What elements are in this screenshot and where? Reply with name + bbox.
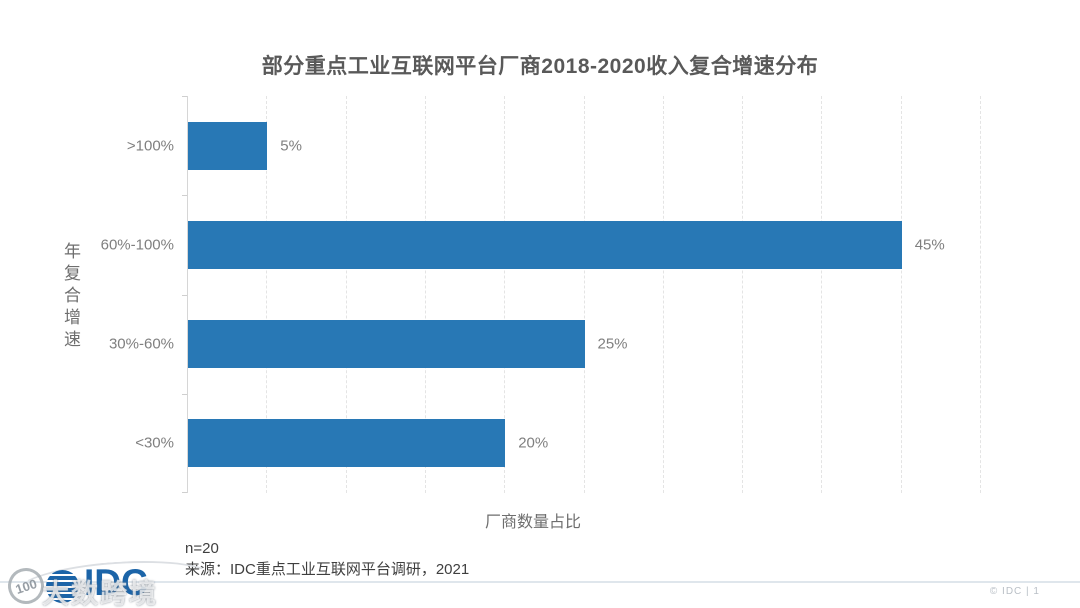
- category-label: <30%: [135, 434, 174, 452]
- bar: [188, 121, 268, 170]
- footer-divider: [0, 581, 1080, 583]
- value-label: 45%: [914, 236, 945, 254]
- x-axis-title: 厂商数量占比: [484, 514, 582, 531]
- bar: [188, 419, 506, 468]
- axis-tick: [182, 195, 187, 197]
- idc-logo-text: IDC: [84, 562, 148, 603]
- gridline: [662, 96, 664, 493]
- axis-tick: [182, 96, 187, 97]
- category-label: 30%-60%: [108, 335, 174, 353]
- gridline: [980, 96, 981, 493]
- bar-row: 60%-100% 45%: [101, 195, 980, 294]
- gridline: [821, 96, 823, 493]
- gridline: [504, 96, 506, 493]
- category-label: 60%-100%: [100, 236, 174, 254]
- gridline: [266, 96, 268, 493]
- copyright-page-number: © IDC | 1: [989, 586, 1040, 597]
- bar-row: 30%-60% 25%: [109, 295, 980, 394]
- bar: [188, 320, 585, 369]
- source-note: 来源：IDC重点工业互联网平台调研，2021: [185, 561, 470, 578]
- y-axis-title: 年复合增速: [61, 242, 80, 352]
- axis-tick: [182, 492, 187, 493]
- gridline: [345, 96, 347, 493]
- bar-row: <30% 20%: [135, 394, 980, 493]
- gridline: [900, 96, 902, 493]
- value-label: 25%: [597, 335, 628, 353]
- chart-title: 部分重点工业互联网平台厂商2018-2020收入复合增速分布: [261, 55, 819, 78]
- watermark-text: 大数跨境: [42, 579, 158, 608]
- idc-globe-icon: [46, 570, 79, 603]
- idc-logo: 100 IDC 大数跨境: [0, 555, 240, 608]
- bar-row: >100% 5%: [127, 96, 980, 195]
- bar: [188, 220, 902, 269]
- value-label: 20%: [518, 434, 549, 452]
- sample-size-note: n=20: [185, 540, 219, 557]
- plot-area: >100% 5% 60%-100% 45% 30%-60% 25% <30% 20%: [101, 96, 981, 493]
- category-label: >100%: [126, 137, 174, 155]
- value-label: 5%: [280, 137, 302, 155]
- gridline: [742, 96, 744, 493]
- gridline: [424, 96, 426, 493]
- axis-tick: [182, 294, 187, 296]
- axis-tick: [182, 393, 187, 395]
- gridline: [583, 96, 585, 493]
- y-axis-line: [187, 96, 188, 493]
